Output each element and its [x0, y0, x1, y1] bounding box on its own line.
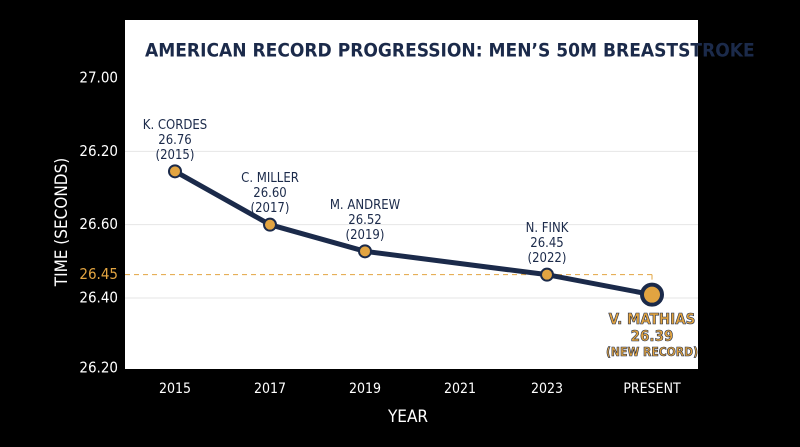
data-point [263, 217, 277, 232]
point-note: (2015) [156, 148, 195, 163]
y-tick-label: 26.60 [79, 215, 118, 233]
point-value: 26.39 [631, 327, 674, 345]
y-tick-label: 26.45 [79, 265, 118, 283]
data-point [540, 267, 554, 282]
x-tick-label: 2023 [531, 381, 563, 397]
line-segment [544, 272, 655, 298]
line-segment [267, 222, 368, 254]
data-point [168, 164, 182, 179]
point-name: N. FINK [526, 221, 569, 236]
point-note: (2019) [346, 228, 385, 243]
point-value: 26.45 [530, 236, 563, 251]
chart-title: AMERICAN RECORD PROGRESSION: MEN’S 50M B… [145, 40, 755, 62]
x-axis-label: YEAR [387, 407, 428, 427]
x-tick-label: 2019 [349, 381, 381, 397]
line-segment [172, 168, 273, 228]
x-tick-label: PRESENT [623, 381, 681, 397]
point-value: 26.76 [158, 133, 191, 148]
y-axis-label: TIME (SECONDS) [52, 158, 72, 288]
y-tick-label: 26.20 [79, 359, 118, 377]
point-note: (2022) [528, 251, 567, 266]
point-name: K. CORDES [143, 118, 207, 133]
line-segment [362, 248, 550, 278]
point-name: M. ANDREW [330, 198, 401, 213]
x-tick-label: 2021 [444, 381, 476, 397]
point-name: C. MILLER [241, 171, 299, 186]
data-point [358, 244, 372, 259]
point-note: (NEW RECORD) [606, 345, 698, 359]
point-value: 26.52 [348, 213, 381, 228]
data-point [640, 282, 664, 307]
x-tick-label: 2017 [254, 381, 286, 397]
point-name: V. MATHIAS [609, 310, 696, 328]
point-value: 26.60 [253, 186, 286, 201]
point-note: (2017) [251, 201, 290, 216]
y-tick-label: 26.20 [79, 142, 118, 160]
x-tick-label: 2015 [159, 381, 191, 397]
y-tick-label: 26.40 [79, 289, 118, 307]
y-tick-label: 27.00 [79, 69, 118, 87]
